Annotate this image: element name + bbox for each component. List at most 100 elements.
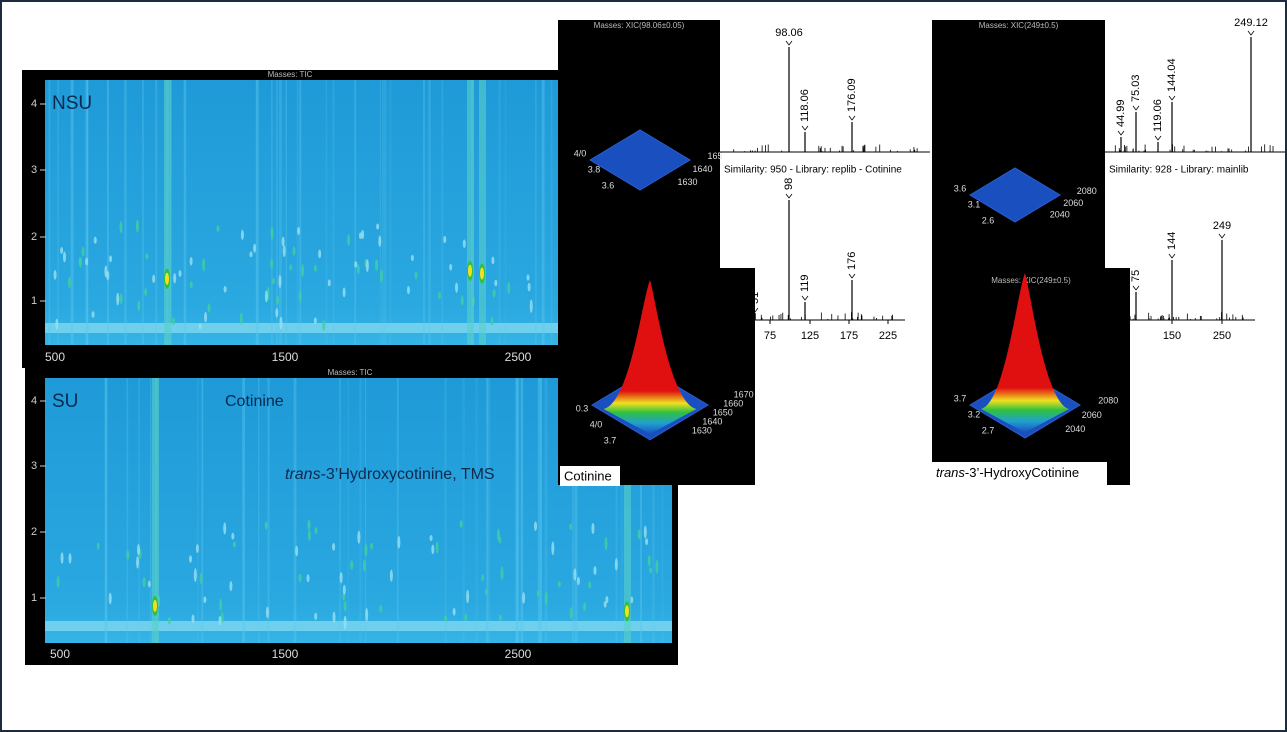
spectrum-caption: Similarity: 950 - Library: replib - Coti… xyxy=(724,165,902,176)
spot xyxy=(172,317,175,325)
spot xyxy=(366,259,369,272)
spot xyxy=(534,521,537,531)
x-tick-label: 2500 xyxy=(505,647,532,661)
spot xyxy=(295,546,298,557)
spot xyxy=(278,275,281,288)
spot xyxy=(379,605,382,613)
streak xyxy=(354,80,356,345)
spot xyxy=(265,522,268,530)
streak xyxy=(124,80,126,345)
axis-label: 0.3 xyxy=(576,403,589,413)
streak xyxy=(359,378,361,643)
spot xyxy=(573,568,576,580)
spot xyxy=(231,533,234,540)
streak xyxy=(297,80,299,345)
spot xyxy=(202,258,205,271)
streak xyxy=(150,378,152,643)
streak xyxy=(276,80,278,345)
spot xyxy=(357,264,360,274)
x-tick-label: 500 xyxy=(45,350,65,364)
spot xyxy=(350,560,353,570)
spot xyxy=(143,577,146,587)
spot xyxy=(109,593,112,605)
spot xyxy=(343,287,346,297)
streak xyxy=(184,80,187,345)
spot xyxy=(144,288,147,296)
streak xyxy=(155,80,157,345)
spot xyxy=(431,545,434,555)
surface-caption: Cotinine xyxy=(564,468,612,483)
peak-core xyxy=(153,600,157,612)
spot xyxy=(644,526,647,539)
spot xyxy=(299,573,302,582)
spot xyxy=(109,255,112,262)
x-tick-label: 125 xyxy=(801,330,819,342)
spot xyxy=(308,530,311,541)
axis-label: 4/0 xyxy=(590,419,603,429)
spot xyxy=(189,555,192,563)
spot xyxy=(233,541,236,547)
spot xyxy=(558,581,561,587)
x-tick-label: 50 xyxy=(1117,330,1129,342)
spot xyxy=(272,278,275,284)
surface-frame xyxy=(932,20,1105,268)
streak xyxy=(365,378,366,643)
spot xyxy=(68,277,71,289)
spot xyxy=(453,608,456,616)
spot xyxy=(500,566,503,580)
spot xyxy=(57,576,60,588)
spot xyxy=(344,601,347,612)
spot xyxy=(314,527,317,534)
streak xyxy=(428,80,430,345)
surface-title: Masses: XIC(249±0.5) xyxy=(991,276,1071,285)
axis-label: 1650 xyxy=(713,407,733,417)
axis-label: 4/0 xyxy=(574,148,587,158)
axis-label: 1640 xyxy=(702,416,722,426)
streak xyxy=(267,378,269,643)
axis-label: 3.8 xyxy=(588,164,601,174)
surface-title: Masses: XIC(249±0.5) xyxy=(979,21,1059,30)
x-tick-label: 1500 xyxy=(272,350,299,364)
streak xyxy=(279,80,282,345)
spot xyxy=(380,269,383,282)
spot xyxy=(449,264,452,271)
streak xyxy=(505,80,507,345)
x-tick-label: 225 xyxy=(879,330,897,342)
spot xyxy=(60,247,63,254)
spot xyxy=(276,296,279,305)
streak xyxy=(258,378,259,643)
x-tick-label: 175 xyxy=(840,330,858,342)
axis-label: 2080 xyxy=(1077,186,1097,196)
spot xyxy=(328,279,331,286)
x-tick-label: 500 xyxy=(50,647,70,661)
sample-label: SU xyxy=(52,391,78,412)
streak xyxy=(516,378,519,643)
sample-label: NSU xyxy=(52,93,92,114)
spot xyxy=(216,225,219,231)
spot xyxy=(200,573,203,584)
spot xyxy=(196,544,199,553)
spot xyxy=(266,606,269,618)
spot xyxy=(69,553,72,564)
spot xyxy=(530,299,533,312)
streak xyxy=(423,80,425,345)
axis-label: 3.7 xyxy=(954,393,967,403)
axis-label: 2040 xyxy=(1050,210,1070,220)
spot xyxy=(307,574,310,582)
spot xyxy=(97,542,100,549)
spot xyxy=(190,281,193,288)
spot xyxy=(194,568,197,582)
spot xyxy=(63,251,66,262)
spot xyxy=(81,247,84,257)
spot xyxy=(464,614,467,621)
spot xyxy=(444,615,447,622)
spot xyxy=(280,317,283,330)
plot-title: Masses: TIC xyxy=(328,368,373,377)
y-tick-label: 1 xyxy=(31,592,37,604)
surface-title: Masses: XIC(98.06±0.05) xyxy=(594,21,685,30)
streak xyxy=(487,378,490,643)
y-tick-label: 3 xyxy=(31,460,37,472)
spot xyxy=(85,258,88,266)
plot-title: Masses: TIC xyxy=(268,70,313,79)
spot xyxy=(463,239,466,248)
